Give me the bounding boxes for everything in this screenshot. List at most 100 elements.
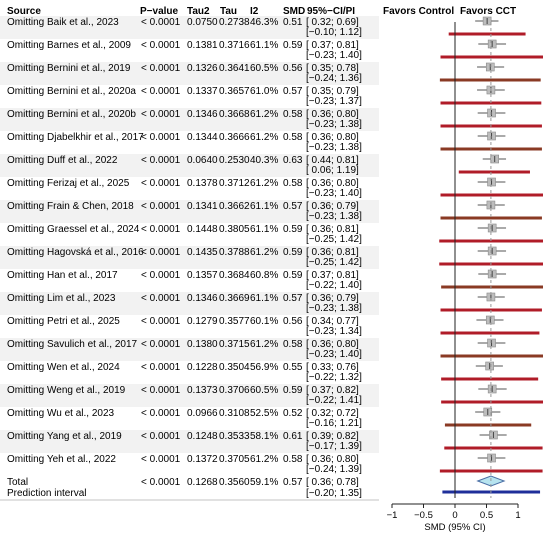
row-shade bbox=[0, 16, 379, 39]
row-shade bbox=[0, 108, 379, 131]
tau-value: 0.3716 bbox=[219, 40, 250, 51]
i2-value: 46.3% bbox=[250, 17, 278, 28]
tau-value: 0.3788 bbox=[219, 247, 250, 258]
smd-value: 0.58 bbox=[283, 178, 303, 189]
tau-value: 0.3669 bbox=[219, 293, 250, 304]
total-i2: 59.1% bbox=[250, 477, 278, 488]
total-tau2: 0.1268 bbox=[187, 477, 218, 488]
p-value: < 0.0001 bbox=[141, 247, 181, 258]
pi-value: [−0.23; 1.38] bbox=[306, 303, 362, 314]
total-smd: 0.57 bbox=[283, 477, 303, 488]
study-name: Omitting Baik et al., 2023 bbox=[7, 17, 119, 28]
x-tick-label: 0.5 bbox=[480, 510, 493, 521]
tau2-value: 0.1248 bbox=[187, 431, 218, 442]
smd-value: 0.57 bbox=[283, 201, 303, 212]
tau-value: 0.3504 bbox=[219, 362, 250, 373]
i2-value: 60.8% bbox=[250, 270, 278, 281]
smd-value: 0.58 bbox=[283, 339, 303, 350]
tau-value: 0.3533 bbox=[219, 431, 250, 442]
tau2-value: 0.1373 bbox=[187, 385, 218, 396]
smd-value: 0.51 bbox=[283, 17, 303, 28]
row-shade bbox=[0, 292, 379, 315]
i2-value: 56.9% bbox=[250, 362, 278, 373]
ci-value: [ 0.35; 0.79] bbox=[306, 86, 359, 97]
i2-value: 61.0% bbox=[250, 86, 278, 97]
tau2-value: 0.0750 bbox=[187, 17, 218, 28]
header-smd: SMD bbox=[283, 6, 305, 17]
tau-value: 0.3662 bbox=[219, 201, 250, 212]
tau2-value: 0.1279 bbox=[187, 316, 218, 327]
tau-value: 0.2738 bbox=[219, 17, 250, 28]
study-name: Omitting Graessel et al., 2024 bbox=[7, 224, 140, 235]
pi-value: [−0.24; 1.36] bbox=[306, 73, 362, 84]
tau2-value: 0.1228 bbox=[187, 362, 218, 373]
tau-value: 0.3684 bbox=[219, 270, 250, 281]
p-value: < 0.0001 bbox=[141, 316, 181, 327]
smd-value: 0.57 bbox=[283, 86, 303, 97]
tau2-value: 0.1378 bbox=[187, 178, 218, 189]
tau2-value: 0.1341 bbox=[187, 201, 218, 212]
pi-value: [−0.23; 1.34] bbox=[306, 326, 362, 337]
header-i2: I2 bbox=[250, 6, 259, 17]
row-shade bbox=[0, 62, 379, 85]
pi-value: [−0.23; 1.38] bbox=[306, 119, 362, 130]
smd-value: 0.55 bbox=[283, 362, 303, 373]
smd-value: 0.58 bbox=[283, 109, 303, 120]
study-name: Omitting Barnes et al., 2009 bbox=[7, 40, 131, 51]
smd-value: 0.58 bbox=[283, 132, 303, 143]
row-shading bbox=[0, 16, 379, 453]
ci-value: [ 0.36; 0.80] bbox=[306, 109, 359, 120]
ci-value: [ 0.36; 0.79] bbox=[306, 201, 359, 212]
p-value: < 0.0001 bbox=[141, 17, 181, 28]
tau2-value: 0.1372 bbox=[187, 454, 218, 465]
pi-value: [−0.25; 1.42] bbox=[306, 234, 362, 245]
p-value: < 0.0001 bbox=[141, 431, 181, 442]
study-name: Omitting Lim et al., 2023 bbox=[7, 293, 116, 304]
ci-value: [ 0.37; 0.81] bbox=[306, 270, 359, 281]
pi-value: [−0.23; 1.40] bbox=[306, 349, 362, 360]
tau-value: 0.3641 bbox=[219, 63, 250, 74]
header-tau2: Tau2 bbox=[187, 6, 210, 17]
ci-value: [ 0.37; 0.81] bbox=[306, 40, 359, 51]
smd-value: 0.56 bbox=[283, 316, 303, 327]
p-value: < 0.0001 bbox=[141, 155, 181, 166]
pi-value: [−0.16; 1.21] bbox=[306, 418, 362, 429]
ci-value: [ 0.39; 0.82] bbox=[306, 431, 359, 442]
row-shade bbox=[0, 384, 379, 407]
header-source: Source bbox=[7, 6, 41, 17]
x-axis: −1 −0.5 0 0.5 1 SMD (95% CI) bbox=[387, 503, 521, 533]
p-value: < 0.0001 bbox=[141, 178, 181, 189]
smd-value: 0.59 bbox=[283, 270, 303, 281]
tau-value: 0.2530 bbox=[219, 155, 250, 166]
p-value: < 0.0001 bbox=[141, 86, 181, 97]
total-ci: [ 0.36; 0.78] bbox=[306, 477, 359, 488]
smd-value: 0.59 bbox=[283, 385, 303, 396]
study-name: Omitting Bernini et al., 2020b bbox=[7, 109, 136, 120]
pi-value: [−0.22; 1.41] bbox=[306, 395, 362, 406]
tau-value: 0.3668 bbox=[219, 109, 250, 120]
ci-value: [ 0.36; 0.80] bbox=[306, 132, 359, 143]
row-shade bbox=[0, 154, 379, 177]
p-value: < 0.0001 bbox=[141, 385, 181, 396]
p-value: < 0.0001 bbox=[141, 270, 181, 281]
tau-value: 0.3712 bbox=[219, 178, 250, 189]
header-ci: 95%−CI/PI bbox=[307, 6, 355, 17]
study-name: Omitting Frain & Chen, 2018 bbox=[7, 201, 134, 212]
p-value: < 0.0001 bbox=[141, 293, 181, 304]
study-name: Omitting Savulich et al., 2017 bbox=[7, 339, 138, 350]
i2-value: 52.5% bbox=[250, 408, 278, 419]
header-favors-cct: Favors CCT bbox=[460, 6, 516, 17]
study-name: Omitting Wen et al., 2024 bbox=[7, 362, 120, 373]
tau-value: 0.3705 bbox=[219, 454, 250, 465]
tau2-value: 0.1346 bbox=[187, 109, 218, 120]
smd-value: 0.52 bbox=[283, 408, 303, 419]
study-name: Omitting Han et al., 2017 bbox=[7, 270, 118, 281]
table-header: Source P−value Tau2 Tau I2 SMD 95%−CI/PI… bbox=[7, 6, 516, 17]
study-table: Omitting Baik et al., 2023 < 0.0001 0.0750… bbox=[0, 17, 379, 501]
smd-value: 0.58 bbox=[283, 454, 303, 465]
ci-value: [ 0.33; 0.76] bbox=[306, 362, 359, 373]
total-p-value: < 0.0001 bbox=[141, 477, 181, 488]
study-name: Omitting Petri et al., 2025 bbox=[7, 316, 120, 327]
i2-value: 61.2% bbox=[250, 454, 278, 465]
